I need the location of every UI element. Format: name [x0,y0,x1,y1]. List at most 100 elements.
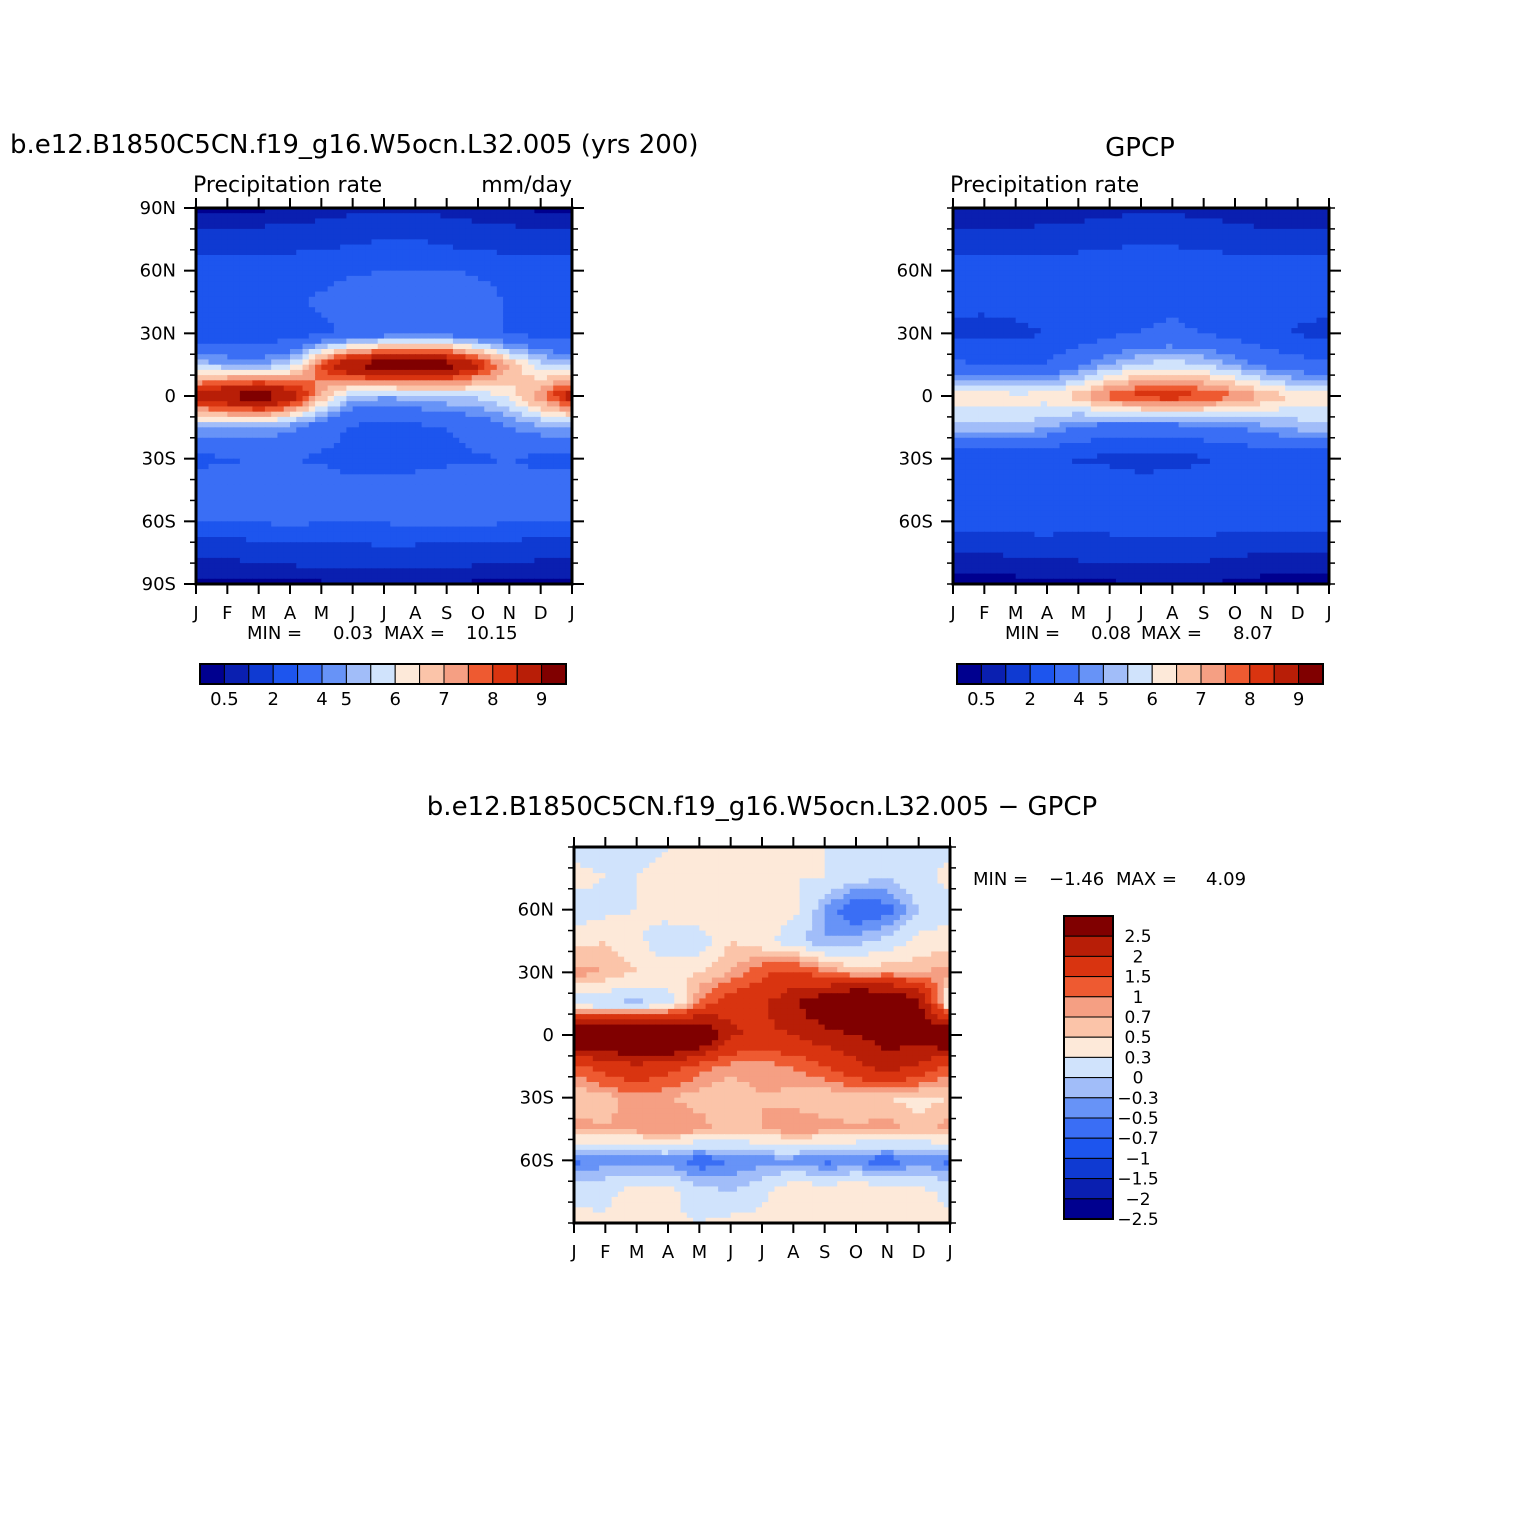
field-cell [503,557,510,564]
field-cell [271,364,279,371]
field-cell [465,349,473,355]
field-cell [384,469,391,475]
field-cell [1291,234,1299,240]
field-cell [496,312,504,319]
field-cell [440,411,448,418]
field-cell [409,281,416,287]
field-cell [1021,239,1029,246]
field-cell [258,557,266,564]
field-cell [402,317,410,324]
field-cell [559,228,567,235]
field-cell [227,427,235,434]
field-cell [478,411,485,418]
field-cell [496,380,504,387]
field-cell [384,521,391,528]
field-cell [434,338,441,345]
field-cell [377,443,385,449]
field-cell [471,385,479,392]
field-cell [528,453,535,460]
field-cell [315,333,322,340]
field-cell [384,307,391,314]
field-cell [327,573,335,580]
field-cell [202,406,210,413]
field-cell [233,396,241,402]
field-cell [346,490,354,496]
field-cell [358,490,366,496]
field-cell [471,364,479,371]
field-cell [377,208,385,214]
colorbar-label: 9 [536,689,547,710]
field-cell [396,568,404,575]
field-cell [365,479,373,486]
field-cell [965,239,973,246]
field-cell [409,437,416,444]
field-cell [528,286,535,293]
field-cell [346,416,354,423]
field-cell [465,296,473,303]
field-cell [565,270,573,277]
field-cell [503,416,510,423]
field-cell [415,275,423,282]
field-cell [515,537,523,543]
field-cell [1241,218,1249,225]
field-cell [1141,239,1148,246]
field-cell [208,338,216,345]
field-cell [415,385,423,392]
field-cell [327,322,335,329]
field-cell [214,354,222,361]
field-cell [315,448,322,455]
field-cell [271,490,279,496]
field-cell [528,213,535,220]
field-cell [465,244,473,251]
field-cell [496,432,504,439]
field-cell [402,281,410,287]
field-cell [534,416,542,423]
field-cell [252,578,260,585]
field-cell [196,484,203,491]
field-cell [546,322,554,329]
field-cell [271,302,279,308]
field-cell [1153,239,1161,246]
field-cell [521,249,529,256]
field-cell [390,453,398,460]
field-cell [221,385,228,392]
field-cell [546,228,554,235]
field-cell [196,322,203,329]
field-cell [559,458,567,465]
field-cell [440,364,448,371]
field-cell [396,396,404,402]
field-cell [540,469,548,475]
field-cell [1316,228,1324,235]
field-cell [258,328,266,334]
field-cell [509,443,517,449]
field-cell [283,317,291,324]
field-cell [490,213,498,220]
field-cell [434,521,441,528]
field-cell [559,526,567,533]
field-cell [1109,234,1117,240]
field-cell [315,453,322,460]
field-cell [465,307,473,314]
field-cell [302,208,310,214]
field-cell [1209,234,1217,240]
field-cell [365,296,373,303]
field-cell [553,380,561,387]
field-cell [258,359,266,366]
field-cell [1122,239,1130,246]
field-cell [471,531,479,538]
field-cell [340,411,347,418]
field-cell [546,490,554,496]
field-cell [446,437,454,444]
field-cell [1015,244,1023,251]
field-cell [1040,249,1048,256]
field-cell [358,380,366,387]
field-cell [246,495,253,502]
field-cell [1216,244,1224,251]
field-cell [202,547,210,554]
field-cell [333,547,341,554]
field-cell [202,343,210,350]
field-cell [415,349,423,355]
field-cell [402,542,410,549]
field-cell [208,275,216,282]
field-cell [233,547,241,554]
